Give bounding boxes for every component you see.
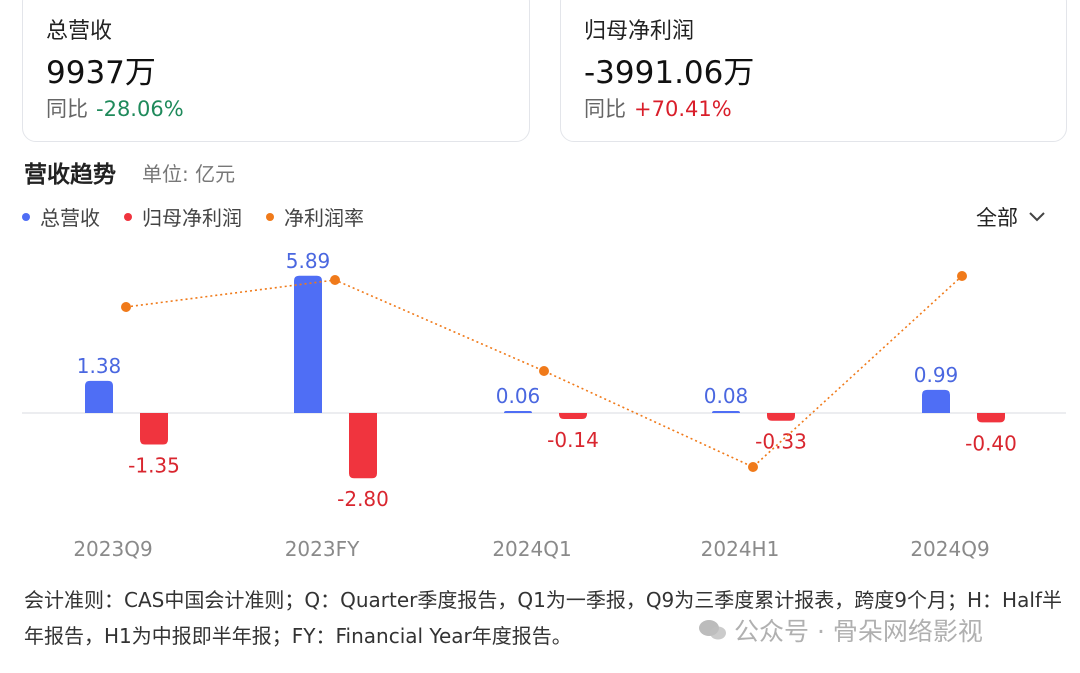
legend-item-net-profit[interactable]: 归母净利润 xyxy=(124,202,242,231)
chart-legend: 总营收 归母净利润 净利润率 xyxy=(22,202,364,231)
legend-dot-net-profit xyxy=(124,212,132,221)
footnote: 会计准则：CAS中国会计准则；Q：Quarter季度报告，Q1为一季报，Q9为三… xyxy=(24,588,1062,648)
net-profit-card-value: -3991.06万 xyxy=(584,55,755,91)
net-profit-bar xyxy=(977,413,1005,423)
legend-dot-revenue xyxy=(22,212,30,221)
x-tick-label: 2024Q1 xyxy=(492,537,571,561)
unit-label: 单位: 亿元 xyxy=(142,162,236,186)
legend-item-revenue[interactable]: 总营收 xyxy=(22,202,100,231)
net-profit-data-label: -2.80 xyxy=(337,487,389,511)
x-tick-label: 2023FY xyxy=(285,537,360,561)
revenue-card-title: 总营收 xyxy=(46,19,113,44)
range-select-value: 全部 xyxy=(976,206,1018,230)
net-margin-point xyxy=(748,462,758,472)
net-margin-point xyxy=(957,271,967,281)
net-profit-card: 归母净利润 -3991.06万 同比 +70.41% xyxy=(560,0,1067,142)
legend-dot-net-margin xyxy=(266,212,274,221)
section-title: 营收趋势 xyxy=(24,162,116,188)
watermark-text: 公众号 · 骨朵网络影视 xyxy=(734,617,983,646)
revenue-bar xyxy=(294,275,322,413)
legend-label-net-margin: 净利润率 xyxy=(284,206,364,230)
revenue-yoy-label: 同比 xyxy=(46,97,88,121)
legend-item-net-margin[interactable]: 净利润率 xyxy=(266,202,364,231)
revenue-card-value: 9937万 xyxy=(46,55,156,91)
legend-label-revenue: 总营收 xyxy=(40,206,100,230)
revenue-bar xyxy=(712,411,740,413)
revenue-data-label: 0.08 xyxy=(704,384,749,408)
net-profit-bar xyxy=(140,413,168,445)
x-tick-label: 2024Q9 xyxy=(910,537,989,561)
x-tick-label: 2024H1 xyxy=(701,537,780,561)
revenue-card-yoy: 同比 -28.06% xyxy=(46,93,184,123)
net-margin-line xyxy=(125,275,963,468)
revenue-data-label: 5.89 xyxy=(286,249,331,273)
net-margin-point xyxy=(121,302,131,312)
net-profit-bar xyxy=(767,413,795,421)
x-tick-label: 2023Q9 xyxy=(73,537,152,561)
net-profit-card-yoy: 同比 +70.41% xyxy=(584,93,732,123)
net-profit-data-label: -1.35 xyxy=(128,453,180,477)
net-profit-bar xyxy=(349,413,377,479)
net-profit-data-label: -0.40 xyxy=(965,431,1017,455)
revenue-data-label: 0.99 xyxy=(914,363,959,387)
wechat-icon xyxy=(699,620,726,640)
range-select[interactable]: 全部 xyxy=(976,202,1046,232)
net-profit-bar xyxy=(559,413,587,419)
net-profit-card-title: 归母净利润 xyxy=(584,19,695,44)
net-profit-yoy-value: +70.41% xyxy=(634,97,732,121)
watermark: 公众号 · 骨朵网络影视 xyxy=(698,612,983,648)
revenue-yoy-value: -28.06% xyxy=(96,97,184,121)
net-profit-data-label: -0.14 xyxy=(547,428,599,452)
revenue-trend-chart: 1.38 -1.35 2023Q9 5.89 -2.80 2023FY 0.06-0.14 2… xyxy=(22,249,1066,561)
revenue-bar xyxy=(504,411,532,413)
net-margin-point xyxy=(330,275,340,285)
revenue-data-label: 0.06 xyxy=(496,384,541,408)
revenue-data-label: 1.38 xyxy=(77,354,122,378)
net-profit-yoy-label: 同比 xyxy=(584,97,626,121)
revenue-bar xyxy=(85,380,113,413)
revenue-bar xyxy=(922,389,950,413)
revenue-card: 总营收 9937万 同比 -28.06% xyxy=(22,0,530,142)
net-margin-point xyxy=(539,366,549,376)
chevron-down-icon xyxy=(1029,212,1045,222)
legend-label-net-profit: 归母净利润 xyxy=(142,206,242,230)
